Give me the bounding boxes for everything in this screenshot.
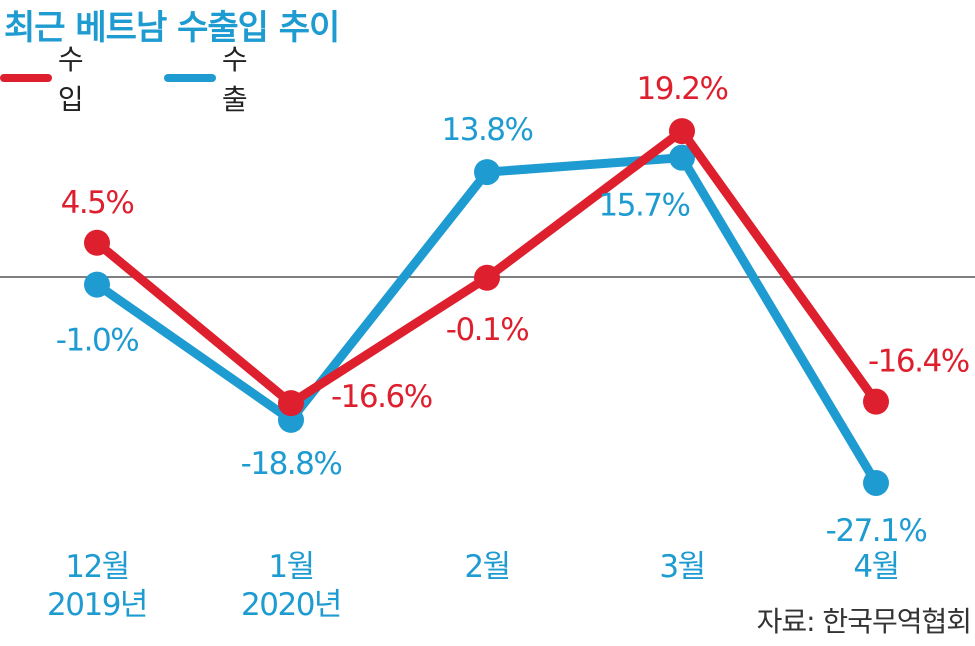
data-point-export-0 (84, 271, 110, 298)
data-label-import-3: 19.2% (637, 71, 728, 107)
x-tick-label-2-0: 2월 (464, 549, 509, 585)
legend-item-export: 수출 (164, 43, 261, 116)
data-label-export-0: -1.0% (56, 323, 138, 359)
data-label-import-0: 4.5% (61, 185, 134, 221)
data-label-import-1: -16.6% (331, 379, 432, 415)
data-point-export-3 (669, 144, 695, 171)
chart-title: 최근 베트남 수출입 추이 (4, 8, 340, 48)
x-tick-label-0-1: 2019년 (47, 587, 147, 623)
data-point-import-0 (84, 229, 110, 256)
data-point-import-2 (474, 264, 500, 291)
data-point-import-4 (863, 388, 889, 415)
data-point-export-4 (863, 469, 889, 496)
data-label-import-4: -16.4% (868, 344, 969, 380)
data-label-export-3: 15.7% (599, 188, 690, 224)
data-label-import-2: -0.1% (446, 312, 528, 348)
data-point-export-2 (474, 159, 500, 186)
x-tick-label-1-1: 2020년 (241, 587, 341, 623)
data-point-import-1 (278, 390, 304, 417)
x-tick-label-1-0: 1월 (268, 549, 313, 585)
legend-label-import: 수입 (57, 43, 84, 116)
legend-swatch-export (164, 74, 216, 82)
data-label-export-4: -27.1% (826, 513, 927, 549)
legend-item-import: 수입 (0, 43, 97, 116)
legend-label-export: 수출 (221, 43, 248, 116)
source-note: 자료: 한국무역협회 (756, 605, 972, 638)
data-point-import-3 (669, 118, 695, 145)
data-label-export-2: 13.8% (442, 112, 533, 148)
legend-swatch-import (0, 74, 52, 82)
x-tick-label-3-0: 3월 (659, 549, 704, 585)
data-label-export-1: -18.8% (241, 446, 342, 482)
x-tick-label-4-0: 4월 (853, 549, 898, 585)
x-tick-label-0-0: 12월 (65, 549, 128, 585)
